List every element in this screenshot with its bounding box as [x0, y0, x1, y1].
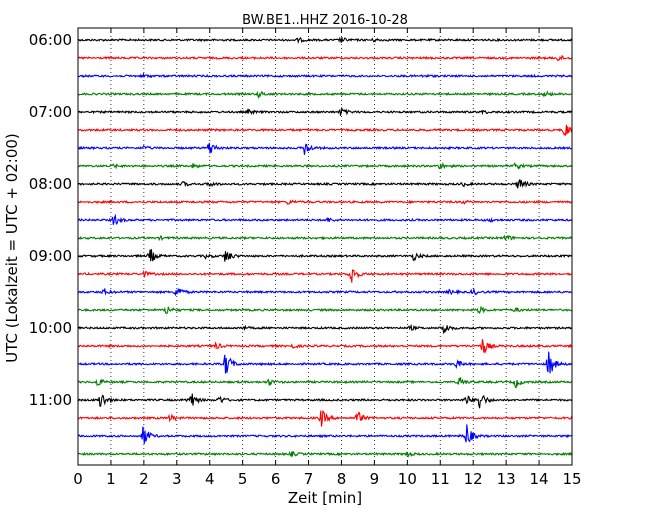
x-tick-label: 4	[205, 470, 215, 488]
x-tick-label: 5	[238, 470, 248, 488]
trace-line	[77, 106, 573, 116]
trace-line	[77, 234, 573, 242]
trace-line	[78, 305, 573, 315]
x-tick-label: 3	[172, 470, 182, 488]
x-tick-label: 11	[431, 470, 450, 488]
y-tick-label: 06:00	[29, 31, 72, 49]
x-tick-label: 6	[271, 470, 281, 488]
x-tick-label: 2	[139, 470, 149, 488]
x-tick-label: 14	[530, 470, 549, 488]
trace-line	[77, 161, 572, 170]
gridlines	[110, 28, 540, 465]
trace-line	[77, 90, 573, 100]
y-tick-label: 10:00	[29, 319, 72, 337]
trace-line	[77, 199, 573, 205]
x-tick-label: 13	[497, 470, 516, 488]
traces	[77, 36, 573, 458]
trace-line	[77, 351, 573, 374]
trace-line	[77, 213, 573, 226]
x-axis-label: Zeit [min]	[288, 489, 362, 507]
x-tick-label: 10	[398, 470, 417, 488]
x-tick-label: 9	[370, 470, 380, 488]
trace-line	[77, 124, 573, 137]
x-tick-label: 7	[304, 470, 314, 488]
trace-line	[78, 54, 573, 62]
y-tick-label: 11:00	[29, 391, 72, 409]
trace-line	[77, 287, 573, 297]
y-tick-label: 08:00	[29, 175, 72, 193]
x-tick-label: 0	[73, 470, 83, 488]
trace-line	[77, 178, 573, 189]
x-tick-label: 12	[464, 470, 483, 488]
axis-ticks: 0 1 2 3 4 5 6 7 8 9 10 11 12 13 14 1506:0007:0008:0009:…	[29, 28, 582, 488]
trace-line	[77, 450, 573, 458]
x-tick-label: 1	[106, 470, 116, 488]
y-tick-label: 09:00	[29, 247, 72, 265]
plot-frame	[77, 27, 573, 466]
trace-line	[77, 377, 573, 389]
trace-line	[77, 339, 573, 355]
trace-line	[77, 71, 573, 79]
trace-line	[77, 393, 573, 409]
trace-line	[77, 424, 573, 444]
x-tick-label: 8	[337, 470, 347, 488]
trace-line	[77, 142, 573, 155]
trace-line	[77, 36, 572, 45]
y-tick-label: 07:00	[29, 103, 72, 121]
trace-line	[77, 249, 573, 262]
trace-line	[77, 268, 573, 283]
chart-title: BW.BE1..HHZ 2016-10-28	[242, 13, 408, 28]
y-axis-label: UTC (Lokalzeit = UTC + 02:00)	[3, 133, 21, 363]
trace-line	[77, 323, 573, 334]
trace-line	[77, 410, 573, 427]
x-tick-label: 15	[562, 470, 581, 488]
